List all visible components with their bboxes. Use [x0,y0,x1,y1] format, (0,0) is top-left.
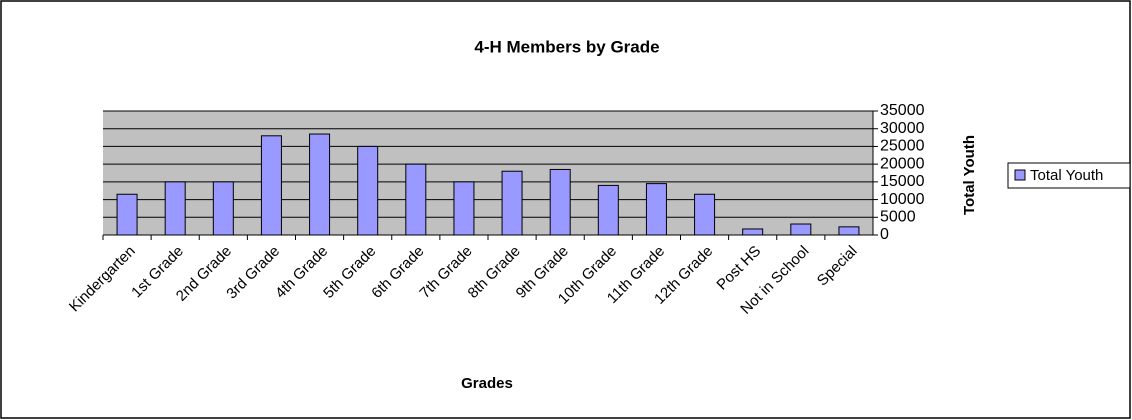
bar [694,193,716,236]
y-tick-label: 5000 [880,209,916,226]
legend-box [1007,162,1131,189]
bar [549,168,571,236]
bar [597,184,619,236]
y-tick-label: 30000 [880,120,925,137]
bar [405,163,427,236]
x-axis-label: Grades [461,375,513,392]
bar [501,170,523,236]
bar [212,181,234,236]
y-tick-label: 15000 [880,173,925,190]
bar [357,145,379,236]
legend-label: Total Youth [1030,167,1103,184]
y-tick-label: 25000 [880,138,925,155]
bar [116,193,138,236]
bar [742,228,764,236]
y-tick-label: 35000 [880,102,925,119]
bar [645,183,667,236]
bar [309,133,331,236]
bar [453,181,475,236]
bar [838,226,860,236]
bar [260,135,282,236]
y-tick-label: 20000 [880,155,925,172]
bar [164,181,186,236]
y-tick-label: 10000 [880,191,925,208]
y-tick-label: 0 [880,226,889,243]
legend-swatch [1014,169,1026,181]
bar [790,223,812,236]
chart-title: 4-H Members by Grade [474,37,659,56]
y-axis-label: Total Youth [961,135,978,215]
